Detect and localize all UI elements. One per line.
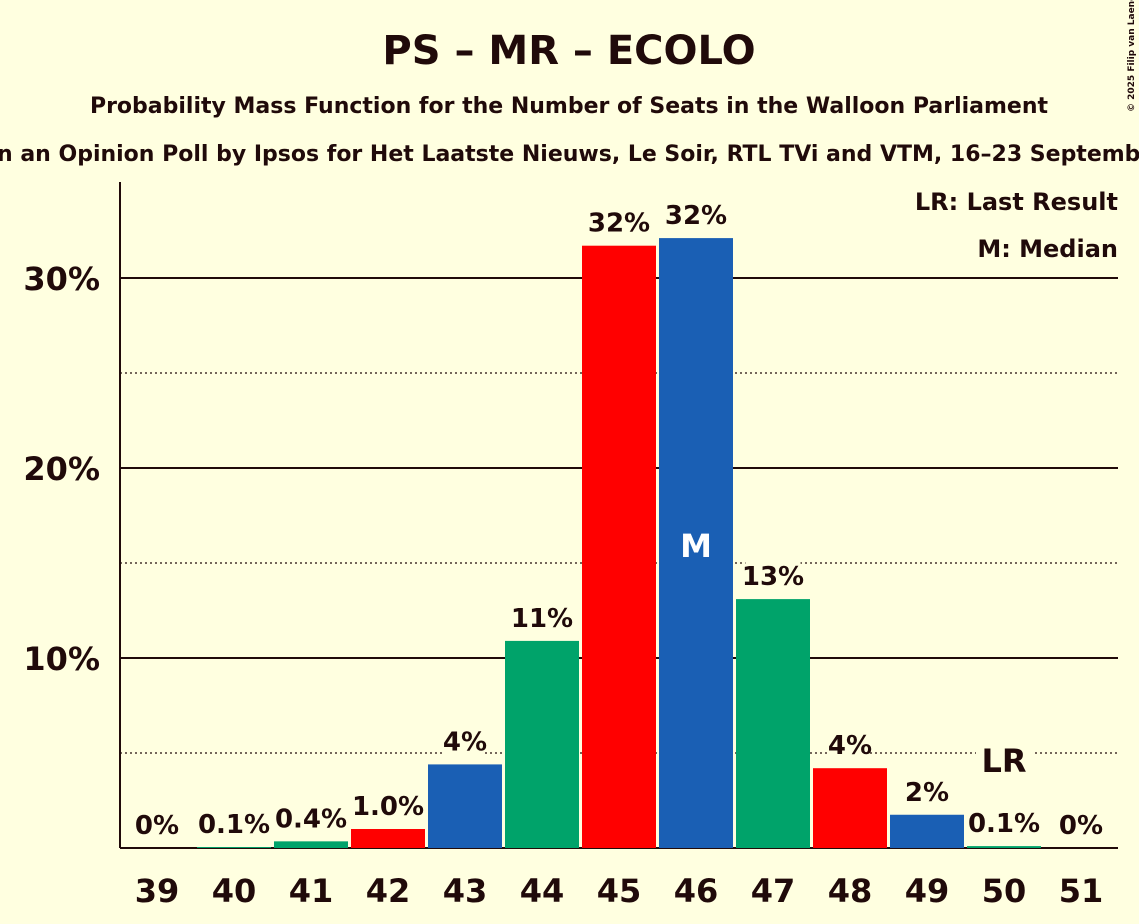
bar-value-label: 0% bbox=[135, 811, 179, 841]
median-marker: M bbox=[680, 527, 712, 565]
label-background bbox=[353, 787, 423, 823]
bar-value-label: 4% bbox=[443, 727, 487, 757]
bar-49 bbox=[890, 814, 964, 848]
label-background bbox=[907, 772, 947, 809]
x-tick-label: 44 bbox=[520, 872, 565, 910]
bar-value-label: 32% bbox=[588, 209, 650, 239]
x-tick-label: 47 bbox=[751, 872, 796, 910]
bar-value-label: 0% bbox=[1059, 811, 1103, 841]
label-background bbox=[976, 740, 1032, 776]
bar-value-label: 1.0% bbox=[352, 792, 424, 822]
y-tick-label: 10% bbox=[23, 640, 100, 678]
bar-value-label: 2% bbox=[905, 778, 949, 808]
x-tick-label: 49 bbox=[905, 872, 950, 910]
bar-value-label: 0.4% bbox=[275, 804, 347, 834]
y-tick-label: 30% bbox=[23, 260, 100, 298]
bar-45 bbox=[582, 245, 656, 848]
bar-43 bbox=[428, 764, 502, 848]
legend-median: M: Median bbox=[977, 235, 1118, 263]
label-background bbox=[668, 196, 724, 233]
x-tick-label: 39 bbox=[135, 872, 180, 910]
bar-value-label: 13% bbox=[742, 562, 804, 592]
bar-46 bbox=[659, 238, 733, 849]
bar-47 bbox=[736, 599, 810, 848]
chart-subtitle: Probability Mass Function for the Number… bbox=[90, 94, 1049, 119]
label-background bbox=[514, 598, 570, 635]
legend-last-result: LR: Last Result bbox=[915, 188, 1118, 216]
x-tick-label: 50 bbox=[982, 872, 1027, 910]
bar-42 bbox=[351, 829, 425, 848]
x-tick-label: 40 bbox=[212, 872, 257, 910]
x-tick-label: 45 bbox=[597, 872, 642, 910]
x-tick-label: 41 bbox=[289, 872, 334, 910]
bar-48 bbox=[813, 768, 887, 848]
x-tick-label: 42 bbox=[366, 872, 411, 910]
label-background bbox=[445, 722, 485, 759]
label-background bbox=[199, 805, 269, 842]
bar-value-label: 0.1% bbox=[198, 810, 270, 840]
bar-40 bbox=[197, 847, 271, 848]
x-tick-label: 48 bbox=[828, 872, 873, 910]
chart-subtitle-source: n an Opinion Poll by Ipsos for Het Laats… bbox=[0, 142, 1139, 167]
x-tick-label: 43 bbox=[443, 872, 488, 910]
bar-value-label: 4% bbox=[828, 731, 872, 761]
label-background bbox=[276, 799, 346, 836]
bar-value-label: 11% bbox=[511, 604, 573, 634]
last-result-marker: LR bbox=[981, 742, 1026, 780]
label-background bbox=[591, 203, 647, 240]
chart-title: PS – MR – ECOLO bbox=[382, 28, 755, 74]
x-tick-label: 46 bbox=[674, 872, 719, 910]
bar-50 bbox=[967, 846, 1041, 848]
bar-value-label: 0.1% bbox=[968, 809, 1040, 839]
bar-44 bbox=[505, 640, 579, 848]
x-tick-label: 51 bbox=[1059, 872, 1104, 910]
label-background bbox=[969, 804, 1039, 841]
label-background bbox=[830, 726, 870, 763]
y-tick-label: 20% bbox=[23, 450, 100, 488]
label-background bbox=[745, 557, 801, 594]
bar-value-label: 32% bbox=[665, 201, 727, 231]
label-background bbox=[137, 806, 177, 842]
label-background bbox=[1061, 806, 1101, 842]
bar-41 bbox=[274, 841, 348, 848]
copyright: © 2025 Filip van Laenen bbox=[1127, 0, 1137, 112]
